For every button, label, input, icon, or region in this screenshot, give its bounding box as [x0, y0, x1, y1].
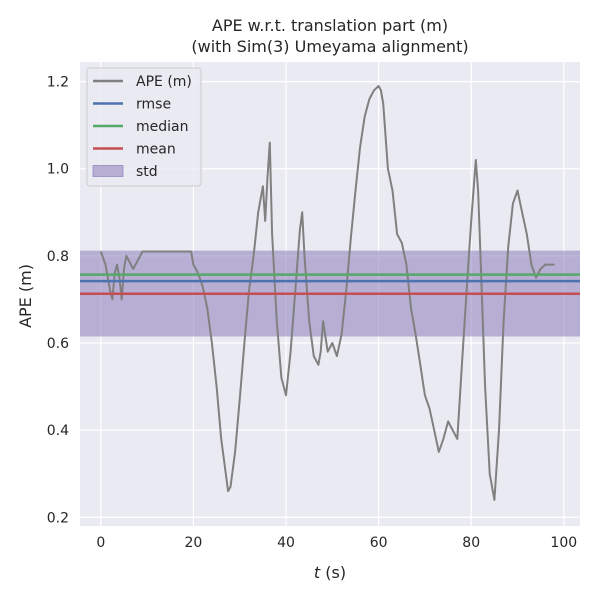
x-axis-label-unit: (s)	[320, 563, 346, 582]
chart-subtitle: (with Sim(3) Umeyama alignment)	[191, 37, 468, 56]
y-tick-label: 0.8	[47, 249, 69, 265]
y-tick-label: 0.6	[47, 336, 69, 352]
stat-lines	[80, 273, 580, 296]
legend-label: std	[136, 164, 158, 180]
legend-label: mean	[136, 142, 176, 158]
x-tick-label: 60	[370, 535, 388, 551]
y-tick-label: 1.0	[47, 162, 69, 178]
y-tick-label: 0.2	[47, 510, 69, 526]
x-tick-label: 0	[96, 535, 105, 551]
legend-label: rmse	[136, 97, 171, 113]
grid	[80, 62, 580, 526]
legend-label: APE (m)	[136, 74, 192, 90]
ape-series	[99, 85, 555, 501]
x-tick-label: 20	[185, 535, 203, 551]
y-tick-label: 1.2	[47, 75, 69, 91]
x-axis-label: t (s)	[314, 563, 346, 582]
x-tick-label: 80	[462, 535, 480, 551]
x-axis-label-var: t	[314, 563, 321, 582]
chart-title: APE w.r.t. translation part (m)	[212, 16, 448, 35]
y-axis-label: APE (m)	[16, 264, 35, 328]
legend-box	[86, 67, 202, 187]
legend-label: median	[136, 119, 188, 135]
legend: APE (m) rmse median mean std	[86, 67, 202, 187]
ape-line	[99, 85, 555, 501]
y-tick-label: 0.4	[47, 423, 69, 439]
x-tick-label: 100	[550, 535, 577, 551]
x-tick-label: 40	[277, 535, 295, 551]
legend-swatch-std	[92, 165, 124, 177]
tick-labels: 0 20 40 60 80 100 0.2 0.4 0.6 0.8 1.0 1.2	[47, 75, 577, 551]
